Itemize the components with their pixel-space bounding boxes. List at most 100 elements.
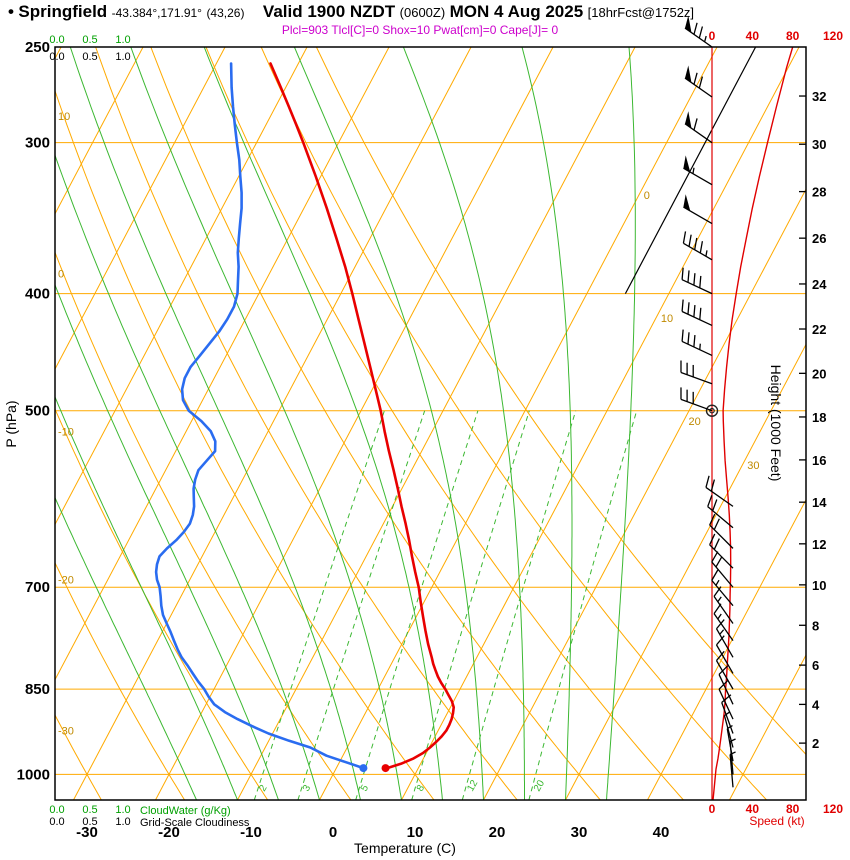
- wind-barb-staff: [681, 279, 713, 295]
- bl-top-marker-outer: [705, 404, 719, 417]
- pressure-tick-label: 250: [25, 39, 50, 56]
- wind-barb-full: [688, 234, 692, 247]
- dry-adiabat-line: [205, 47, 684, 800]
- wind-barb-full: [713, 518, 720, 530]
- dry-adiabat-label: -30: [58, 726, 74, 738]
- height-tick-label: 32: [812, 89, 826, 104]
- cloudwater-scale-tick-bottom: 1.0: [115, 804, 130, 816]
- wind-barb-full: [681, 267, 684, 280]
- height-tick-label: 4: [812, 697, 820, 712]
- wind-barb-full: [709, 533, 716, 546]
- mixing-ratio-label: 20: [532, 778, 547, 794]
- wind-barb-pennant: [683, 155, 691, 173]
- labels-layer: 2 3 5 8 12 20100-10-20-3001020302503004005007…: [17, 29, 844, 841]
- dry-adiabat-line: [55, 407, 269, 800]
- surface-temperature-dot: [381, 764, 390, 773]
- isotherm-label: 0: [644, 190, 650, 202]
- moist-adiabat-line: [69, 47, 361, 800]
- station-grid-ref: (43,26): [206, 6, 245, 20]
- wind-barb-full: [681, 299, 684, 312]
- pressure-tick-label: 850: [25, 681, 50, 698]
- wind-barb-half: [699, 343, 701, 350]
- wind-barb-full: [721, 694, 732, 703]
- temperature-tick-label: -20: [158, 824, 180, 841]
- wind-barb-half: [724, 711, 730, 717]
- cloudiness-scale-tick-bottom: 1.0: [115, 816, 130, 828]
- dry-adiabat-label: 10: [58, 111, 70, 123]
- temperature-tick-label: 20: [489, 824, 506, 841]
- height-tick-label: 12: [812, 537, 826, 552]
- wind-barb-full: [709, 513, 716, 526]
- pressure-tick-label: 400: [25, 286, 50, 303]
- wind-barb-staff: [711, 561, 734, 588]
- cloudwater-scale-tick-bottom: 0.5: [82, 804, 97, 816]
- valid-date: MON 4 Aug 2025: [449, 2, 584, 21]
- moist-adiabat-line: [521, 47, 573, 800]
- wind-barb-full: [693, 273, 696, 286]
- isotherm-line: [55, 47, 226, 371]
- speed-tick-bottom: 120: [823, 802, 843, 816]
- pressure-tick-label: 300: [25, 135, 50, 152]
- temperature-tick-label: -10: [240, 824, 262, 841]
- wind-barb-staff: [715, 628, 734, 658]
- pressure-axis-title: P (hPa): [3, 400, 19, 447]
- dry-adiabat-label: -10: [58, 426, 74, 438]
- wind-barb-half: [717, 596, 722, 603]
- wind-barb-full: [687, 270, 690, 283]
- mixing-ratio-line: [297, 410, 426, 800]
- wind-barb-full: [716, 650, 725, 661]
- isotherm-line: [55, 47, 390, 681]
- isotherm-label: 20: [688, 416, 700, 428]
- wind-barb-full: [712, 499, 718, 511]
- wind-barb-full: [694, 237, 698, 250]
- dry-adiabat-line: [260, 47, 767, 800]
- wind-barb-staff: [680, 371, 713, 385]
- height-tick-label: 22: [812, 322, 826, 337]
- dry-adiabat-line: [55, 251, 352, 800]
- wind-barb-full: [682, 231, 687, 244]
- wind-barb-full: [718, 680, 728, 690]
- wind-barb-staff: [705, 486, 734, 507]
- cloudiness-scale-tick-top: 0.0: [49, 51, 64, 63]
- isotherm-line: [729, 654, 806, 800]
- surface-dewpoint-dot: [359, 764, 368, 773]
- height-tick-label: 26: [812, 231, 826, 246]
- wind-barb-staff: [713, 596, 734, 624]
- wind-barb-half: [719, 629, 725, 635]
- mixing-ratio-line: [253, 410, 385, 800]
- isotherm-line: [565, 343, 806, 800]
- wind-barbs-layer: [680, 15, 736, 788]
- dry-adiabat-label: 0: [58, 269, 64, 281]
- wind-barb-staff: [715, 660, 734, 690]
- wind-barb-half: [726, 725, 733, 730]
- cloudiness-scale-tick-top: 1.0: [115, 51, 130, 63]
- wind-barb-staff: [683, 206, 713, 225]
- wind-barb-staff: [707, 506, 734, 529]
- valid-zulu: (0600Z): [399, 5, 446, 20]
- wind-barb-full: [698, 76, 704, 89]
- wind-barb-full: [693, 22, 698, 35]
- temperature-curve: [269, 62, 455, 770]
- valid-time: Valid 1900 NZDT: [262, 2, 396, 21]
- wind-barb-staff: [713, 613, 734, 642]
- mixing-ratio-label: 12: [465, 778, 480, 794]
- dry-adiabat-line: [315, 47, 806, 756]
- isotherm-line: [237, 47, 636, 800]
- plot-border: [54, 46, 807, 801]
- moist-adiabat-line: [55, 395, 238, 800]
- wind-speed-curve: [712, 47, 794, 800]
- wind-barb-half: [692, 167, 695, 174]
- wind-barb-full: [716, 635, 725, 646]
- height-tick-label: 16: [812, 453, 826, 468]
- wind-barb-staff: [681, 340, 713, 357]
- cloudwater-scale-tick-top: 0.0: [49, 34, 64, 46]
- isotherm-line: [73, 47, 472, 800]
- wind-barb-staff: [684, 123, 713, 144]
- wind-barb-half: [729, 751, 736, 756]
- wind-barb-full: [718, 665, 728, 675]
- header: • Springfield -43.384°,171.91° (43,26) V…: [8, 2, 842, 22]
- mixing-ratio-label: 3: [301, 783, 314, 794]
- pressure-tick-label: 1000: [17, 766, 50, 783]
- height-tick-label: 20: [812, 366, 826, 381]
- wind-barb-staff: [729, 741, 734, 775]
